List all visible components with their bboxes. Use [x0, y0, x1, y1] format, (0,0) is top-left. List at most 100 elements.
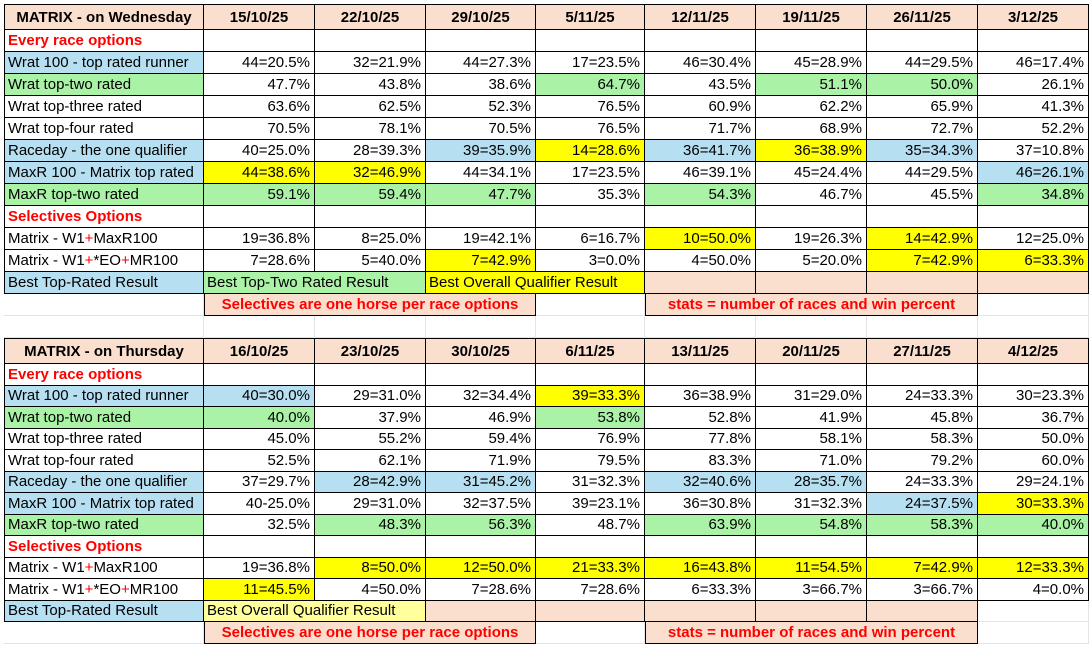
value-cell[interactable]: 52.5%: [204, 450, 315, 472]
value-cell[interactable]: 44=29.5%: [867, 162, 978, 184]
value-cell[interactable]: [867, 30, 978, 52]
value-cell[interactable]: [204, 30, 315, 52]
value-cell[interactable]: 5=40.0%: [315, 250, 426, 272]
value-cell[interactable]: 19=36.8%: [204, 228, 315, 250]
best-top-two-cell[interactable]: Best Top-Two Rated Result: [204, 272, 426, 294]
table-title-cell[interactable]: MATRIX - on Wednesday: [4, 4, 204, 30]
value-cell[interactable]: 72.7%: [867, 118, 978, 140]
empty-grid-cell[interactable]: [4, 622, 204, 644]
value-cell[interactable]: 48.7%: [536, 514, 645, 536]
row-label-cell[interactable]: Matrix - W1 + MaxR100: [4, 557, 204, 579]
row-label-cell[interactable]: MaxR top-two rated: [4, 514, 204, 536]
value-cell[interactable]: 32=46.9%: [315, 162, 426, 184]
date-header-cell[interactable]: 23/10/25: [315, 338, 426, 364]
value-cell[interactable]: 45=24.4%: [756, 162, 867, 184]
best-top-rated-cell[interactable]: Best Top-Rated Result: [4, 600, 204, 622]
value-cell[interactable]: 70.5%: [426, 118, 536, 140]
value-cell[interactable]: 37=29.7%: [204, 471, 315, 493]
value-cell[interactable]: 30=33.3%: [978, 493, 1089, 515]
note-selectives[interactable]: Selectives are one horse per race option…: [204, 622, 536, 644]
note-stats[interactable]: stats = number of races and win percent: [645, 622, 978, 644]
value-cell[interactable]: 39=35.9%: [426, 140, 536, 162]
value-cell[interactable]: 59.4%: [426, 428, 536, 450]
row-label-cell[interactable]: Wrat top-three rated: [4, 428, 204, 450]
row-label-cell[interactable]: Matrix - W1 + *EO + MR100: [4, 579, 204, 601]
value-cell[interactable]: 53.8%: [536, 407, 645, 429]
value-cell[interactable]: 60.0%: [978, 450, 1089, 472]
value-cell[interactable]: 40=25.0%: [204, 140, 315, 162]
date-header-cell[interactable]: 27/11/25: [867, 338, 978, 364]
value-cell[interactable]: 32=34.4%: [426, 385, 536, 407]
value-cell[interactable]: 14=42.9%: [867, 228, 978, 250]
row-label-cell[interactable]: Wrat top-four rated: [4, 450, 204, 472]
value-cell[interactable]: 79.2%: [867, 450, 978, 472]
filler-cell[interactable]: [645, 600, 756, 622]
value-cell[interactable]: 3=0.0%: [536, 250, 645, 272]
row-label-cell[interactable]: Wrat top-two rated: [4, 407, 204, 429]
value-cell[interactable]: 4=50.0%: [315, 579, 426, 601]
value-cell[interactable]: [204, 536, 315, 558]
date-header-cell[interactable]: 12/11/25: [645, 4, 756, 30]
value-cell[interactable]: 58.3%: [867, 428, 978, 450]
value-cell[interactable]: 6=16.7%: [536, 228, 645, 250]
table-title-cell[interactable]: MATRIX - on Thursday: [4, 338, 204, 364]
value-cell[interactable]: 54.8%: [756, 514, 867, 536]
value-cell[interactable]: 4=0.0%: [978, 579, 1089, 601]
value-cell[interactable]: 6=33.3%: [645, 579, 756, 601]
value-cell[interactable]: [645, 536, 756, 558]
value-cell[interactable]: 46=30.4%: [645, 52, 756, 74]
value-cell[interactable]: 29=31.0%: [315, 385, 426, 407]
date-header-cell[interactable]: 15/10/25: [204, 4, 315, 30]
value-cell[interactable]: 46=39.1%: [645, 162, 756, 184]
row-label-cell[interactable]: Wrat 100 - top rated runner: [4, 52, 204, 74]
date-header-cell[interactable]: 5/11/25: [536, 4, 645, 30]
value-cell[interactable]: 45.5%: [867, 184, 978, 206]
value-cell[interactable]: [645, 30, 756, 52]
date-header-cell[interactable]: 22/10/25: [315, 4, 426, 30]
row-label-cell[interactable]: Matrix - W1 + MaxR100: [4, 228, 204, 250]
value-cell[interactable]: 12=50.0%: [426, 557, 536, 579]
section-label-cell[interactable]: Every race options: [4, 364, 204, 386]
value-cell[interactable]: 41.3%: [978, 96, 1089, 118]
row-label-cell[interactable]: Matrix - W1 + *EO + MR100: [4, 250, 204, 272]
row-label-cell[interactable]: MaxR 100 - Matrix top rated: [4, 493, 204, 515]
date-header-cell[interactable]: 13/11/25: [645, 338, 756, 364]
value-cell[interactable]: [867, 364, 978, 386]
empty-grid-cell[interactable]: [4, 294, 204, 316]
best-top-rated-cell[interactable]: Best Top-Rated Result: [4, 272, 204, 294]
value-cell[interactable]: 46=26.1%: [978, 162, 1089, 184]
value-cell[interactable]: 35=34.3%: [867, 140, 978, 162]
value-cell[interactable]: 36=30.8%: [645, 493, 756, 515]
value-cell[interactable]: 48.3%: [315, 514, 426, 536]
value-cell[interactable]: 32=37.5%: [426, 493, 536, 515]
value-cell[interactable]: 32=21.9%: [315, 52, 426, 74]
value-cell[interactable]: [978, 30, 1089, 52]
value-cell[interactable]: 45=28.9%: [756, 52, 867, 74]
date-header-cell[interactable]: 4/12/25: [978, 338, 1089, 364]
value-cell[interactable]: 39=33.3%: [536, 385, 645, 407]
value-cell[interactable]: [536, 30, 645, 52]
note-selectives[interactable]: Selectives are one horse per race option…: [204, 294, 536, 316]
best-overall-qualifier-cell[interactable]: Best Overall Qualifier Result: [426, 272, 645, 294]
value-cell[interactable]: 11=54.5%: [756, 557, 867, 579]
value-cell[interactable]: 16=43.8%: [645, 557, 756, 579]
value-cell[interactable]: 65.9%: [867, 96, 978, 118]
row-label-cell[interactable]: MaxR 100 - Matrix top rated: [4, 162, 204, 184]
value-cell[interactable]: 62.2%: [756, 96, 867, 118]
value-cell[interactable]: 46.9%: [426, 407, 536, 429]
date-header-cell[interactable]: 30/10/25: [426, 338, 536, 364]
value-cell[interactable]: 47.7%: [426, 184, 536, 206]
value-cell[interactable]: 71.9%: [426, 450, 536, 472]
value-cell[interactable]: [315, 364, 426, 386]
value-cell[interactable]: 52.3%: [426, 96, 536, 118]
value-cell[interactable]: 52.2%: [978, 118, 1089, 140]
value-cell[interactable]: 19=42.1%: [426, 228, 536, 250]
row-label-cell[interactable]: Wrat top-two rated: [4, 74, 204, 96]
value-cell[interactable]: 51.1%: [756, 74, 867, 96]
value-cell[interactable]: 6=33.3%: [978, 250, 1089, 272]
value-cell[interactable]: [426, 30, 536, 52]
value-cell[interactable]: 44=27.3%: [426, 52, 536, 74]
value-cell[interactable]: [204, 364, 315, 386]
value-cell[interactable]: 7=42.9%: [867, 250, 978, 272]
filler-cell[interactable]: [867, 600, 978, 622]
